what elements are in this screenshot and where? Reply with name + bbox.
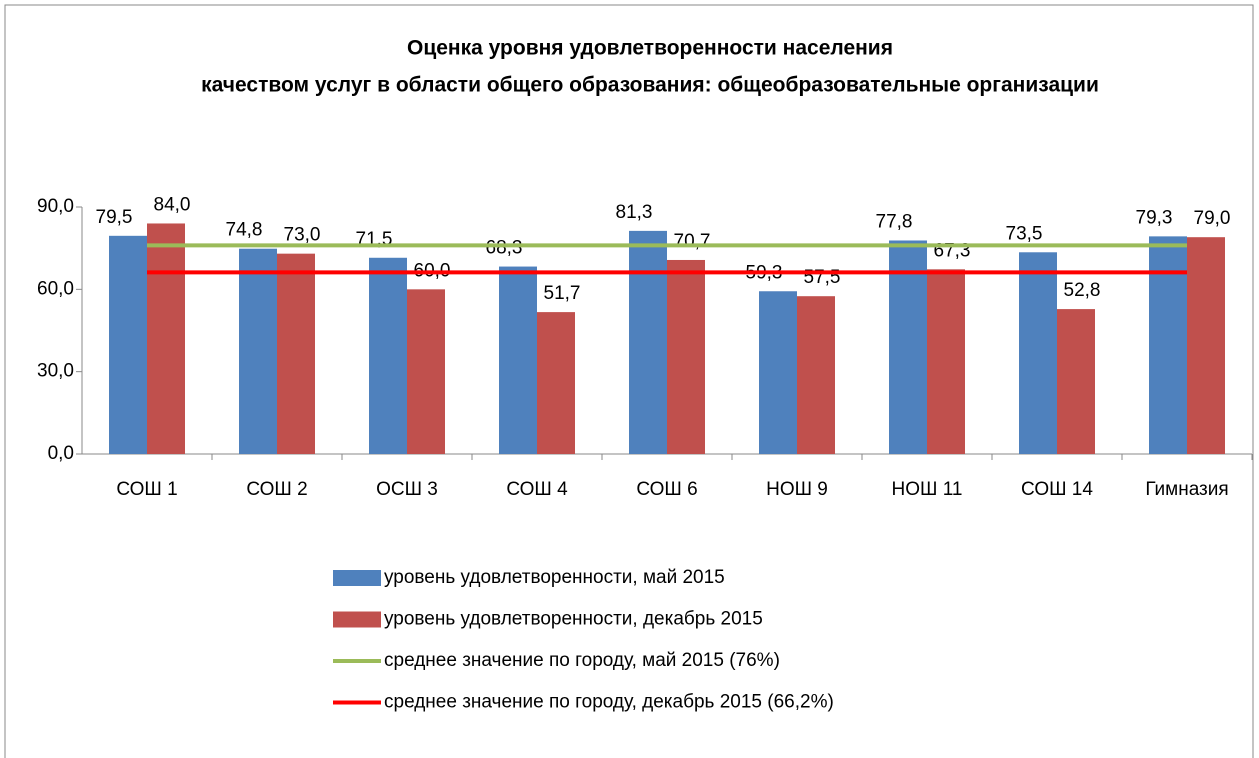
bar <box>1187 237 1225 454</box>
bar <box>759 291 797 454</box>
chart-frame <box>4 4 1254 758</box>
value-label: 74,8 <box>226 220 263 241</box>
x-tick-label: СОШ 14 <box>1021 479 1093 500</box>
bar <box>277 253 315 454</box>
bar <box>537 312 575 454</box>
x-tick-label: Гимназия <box>1145 479 1228 500</box>
legend-label: среднее значение по городу, декабрь 2015… <box>384 692 834 713</box>
y-tick-label: 60,0 <box>37 278 74 299</box>
value-label: 73,0 <box>284 225 321 246</box>
bar <box>499 266 537 454</box>
y-tick-label: 90,0 <box>37 196 74 217</box>
bar <box>667 259 705 454</box>
y-tick-label: 30,0 <box>37 361 74 382</box>
x-tick-label: СОШ 4 <box>506 479 568 500</box>
value-label: 70,7 <box>674 231 711 252</box>
value-label: 84,0 <box>154 194 191 215</box>
value-label: 79,0 <box>1194 208 1231 229</box>
x-tick-label: НОШ 11 <box>892 479 963 500</box>
bar <box>927 269 965 454</box>
legend-label: уровень удовлетворенности, декабрь 2015 <box>384 609 763 630</box>
bar <box>109 235 147 454</box>
legend-label: среднее значение по городу, май 2015 (76… <box>384 650 780 671</box>
value-label: 51,7 <box>544 283 581 304</box>
value-label: 79,5 <box>96 207 133 228</box>
bar <box>797 296 835 454</box>
legend-swatch <box>333 570 381 586</box>
bar <box>1057 309 1095 454</box>
value-label: 77,8 <box>876 211 913 232</box>
x-tick-label: СОШ 2 <box>246 479 307 500</box>
bar <box>889 240 927 454</box>
legend-swatch <box>333 611 381 628</box>
value-label: 81,3 <box>616 202 653 223</box>
bar <box>147 223 185 454</box>
bar <box>1019 252 1057 454</box>
bar <box>1149 236 1187 454</box>
bar <box>239 248 277 454</box>
value-label: 52,8 <box>1064 280 1101 301</box>
x-tick-label: НОШ 9 <box>766 479 828 500</box>
bar <box>407 289 445 454</box>
x-tick-label: СОШ 6 <box>636 479 697 500</box>
value-label: 73,5 <box>1006 223 1043 244</box>
bar <box>629 230 667 454</box>
bar <box>369 257 407 454</box>
chart-title: Оценка уровня удовлетворенности населени… <box>407 37 893 60</box>
value-label: 68,3 <box>486 238 523 259</box>
value-label: 79,3 <box>1136 207 1173 228</box>
x-tick-label: СОШ 1 <box>116 479 177 500</box>
y-tick-label: 0,0 <box>48 443 74 464</box>
legend-label: уровень удовлетворенности, май 2015 <box>384 567 725 588</box>
chart-title: качеством услуг в области общего образов… <box>201 74 1099 97</box>
x-tick-label: ОСШ 3 <box>376 479 438 500</box>
